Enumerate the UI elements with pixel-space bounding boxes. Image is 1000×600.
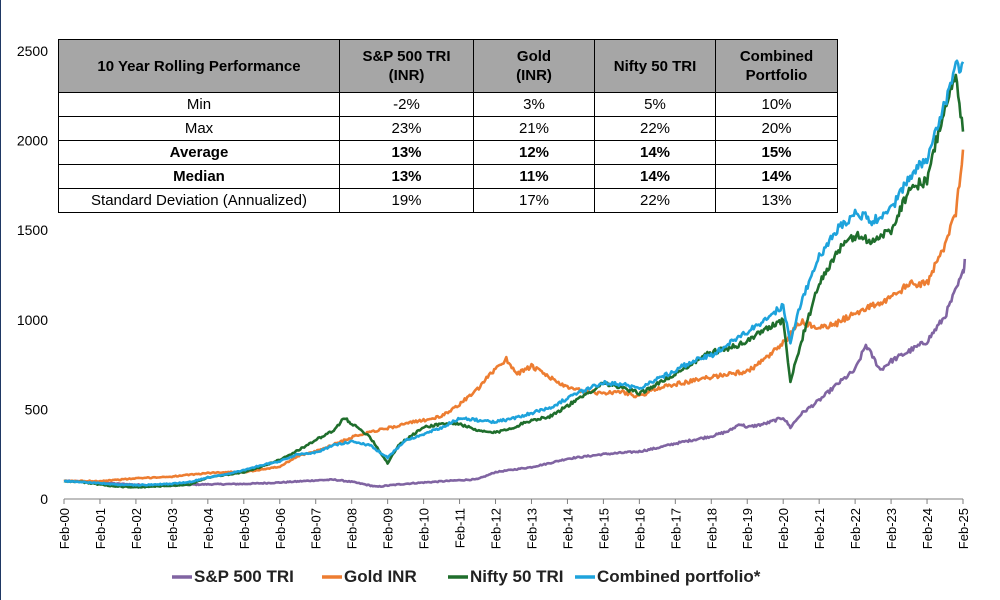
x-tick-label: Feb-16 (632, 508, 647, 549)
x-tick-label: Feb-15 (596, 508, 611, 549)
x-tick-label: Feb-24 (920, 508, 935, 549)
x-tick-label: Feb-17 (668, 508, 683, 549)
table-row-label: Average (58, 140, 340, 165)
x-tick-label: Feb-06 (273, 508, 288, 549)
table-cell: 17% (473, 188, 595, 213)
x-tick-label: Feb-01 (93, 508, 108, 549)
x-tick-label: Feb-18 (704, 508, 719, 549)
table-cell: 22% (594, 188, 716, 213)
series-line-s-p-500-tri (63, 258, 967, 488)
y-tick-label: 1000 (17, 312, 48, 328)
table-cell: 3% (473, 92, 595, 117)
table-cell: 12% (473, 140, 595, 165)
legend-label: Combined portfolio* (597, 567, 761, 586)
x-tick-label: Feb-14 (560, 508, 575, 549)
table-header-cell: Nifty 50 TRI (594, 39, 716, 93)
legend-label: Gold INR (344, 567, 417, 586)
table-body: Min -2% 3% 5% 10% Max 23% 21% 22% 20% Average 13% 12… (58, 92, 838, 213)
table-cell: 14% (594, 140, 716, 165)
series-line-combined-portfolio (64, 59, 965, 487)
x-tick-label: Feb-02 (129, 508, 144, 549)
table-row-label: Min (58, 92, 340, 117)
table-cell: 14% (715, 164, 838, 189)
x-tick-label: Feb-11 (453, 508, 468, 548)
series-layer (63, 59, 967, 489)
x-tick-label: Feb-05 (237, 508, 252, 549)
table-row-label: Max (58, 116, 340, 141)
performance-table: 10 Year Rolling Performance S&P 500 TRI … (58, 39, 838, 213)
legend-label: Nifty 50 TRI (470, 567, 564, 586)
x-tick-label: Feb-20 (776, 508, 791, 549)
table-cell: 23% (339, 116, 474, 141)
table-row: Min -2% 3% 5% 10% (58, 92, 838, 117)
y-tick-label: 1500 (17, 222, 48, 238)
x-tick-label: Feb-07 (309, 508, 324, 549)
x-tick-label: Feb-09 (381, 508, 396, 549)
table-cell: -2% (339, 92, 474, 117)
y-tick-label: 500 (25, 401, 49, 417)
x-tick-label: Feb-21 (812, 508, 827, 549)
x-tick-label: Feb-00 (57, 508, 72, 549)
y-axis: 0 500 1000 1500 2000 2500 (17, 43, 48, 507)
table-cell: 21% (473, 116, 595, 141)
table-row: Max 23% 21% 22% 20% (58, 116, 838, 141)
x-tick-label: Feb-22 (848, 508, 863, 549)
table-cell: 13% (339, 140, 474, 165)
table-row: Standard Deviation (Annualized) 19% 17% 22%… (58, 188, 838, 213)
table-header-cell: 10 Year Rolling Performance (58, 39, 340, 93)
x-tick-label: Feb-13 (524, 508, 539, 549)
table-cell: 22% (594, 116, 716, 141)
legend-label: S&P 500 TRI (194, 567, 294, 586)
table-cell: 10% (715, 92, 838, 117)
table-cell: 19% (339, 188, 474, 213)
table-row: Median 13% 11% 14% 14% (58, 164, 838, 189)
table-cell: 20% (715, 116, 838, 141)
table-cell: 15% (715, 140, 838, 165)
table-row-label: Standard Deviation (Annualized) (58, 188, 340, 213)
x-tick-label: Feb-25 (956, 508, 971, 549)
series-line-gold-inr (63, 149, 965, 483)
table-header-cell: S&P 500 TRI (INR) (339, 39, 474, 93)
x-tick-label: Feb-19 (740, 508, 755, 549)
x-tick-label: Feb-03 (165, 508, 180, 549)
x-tick-label: Feb-04 (201, 508, 216, 549)
legend: S&P 500 TRI Gold INR Nifty 50 TRI Combined … (172, 567, 761, 586)
table-cell: 5% (594, 92, 716, 117)
table-row-label: Median (58, 164, 340, 189)
table-row: Average 13% 12% 14% 15% (58, 140, 838, 165)
table-header-cell: Gold (INR) (473, 39, 595, 93)
table-header-cell: Combined Portfolio (715, 39, 838, 93)
table-header-row: 10 Year Rolling Performance S&P 500 TRI … (58, 39, 838, 93)
x-tick-label: Feb-08 (345, 508, 360, 549)
table-cell: 13% (715, 188, 838, 213)
table-cell: 14% (594, 164, 716, 189)
x-tick-label: Feb-12 (489, 508, 504, 549)
x-axis: Feb-00 Feb-01 Feb-02 Feb-03 Feb-04 Feb-05 Feb-… (57, 498, 971, 549)
table-cell: 13% (339, 164, 474, 189)
table-cell: 11% (473, 164, 595, 189)
x-tick-label: Feb-23 (884, 508, 899, 549)
y-tick-label: 0 (40, 491, 48, 507)
y-tick-label: 2000 (17, 133, 48, 149)
x-tick-label: Feb-10 (417, 508, 432, 549)
y-tick-label: 2500 (17, 43, 48, 59)
